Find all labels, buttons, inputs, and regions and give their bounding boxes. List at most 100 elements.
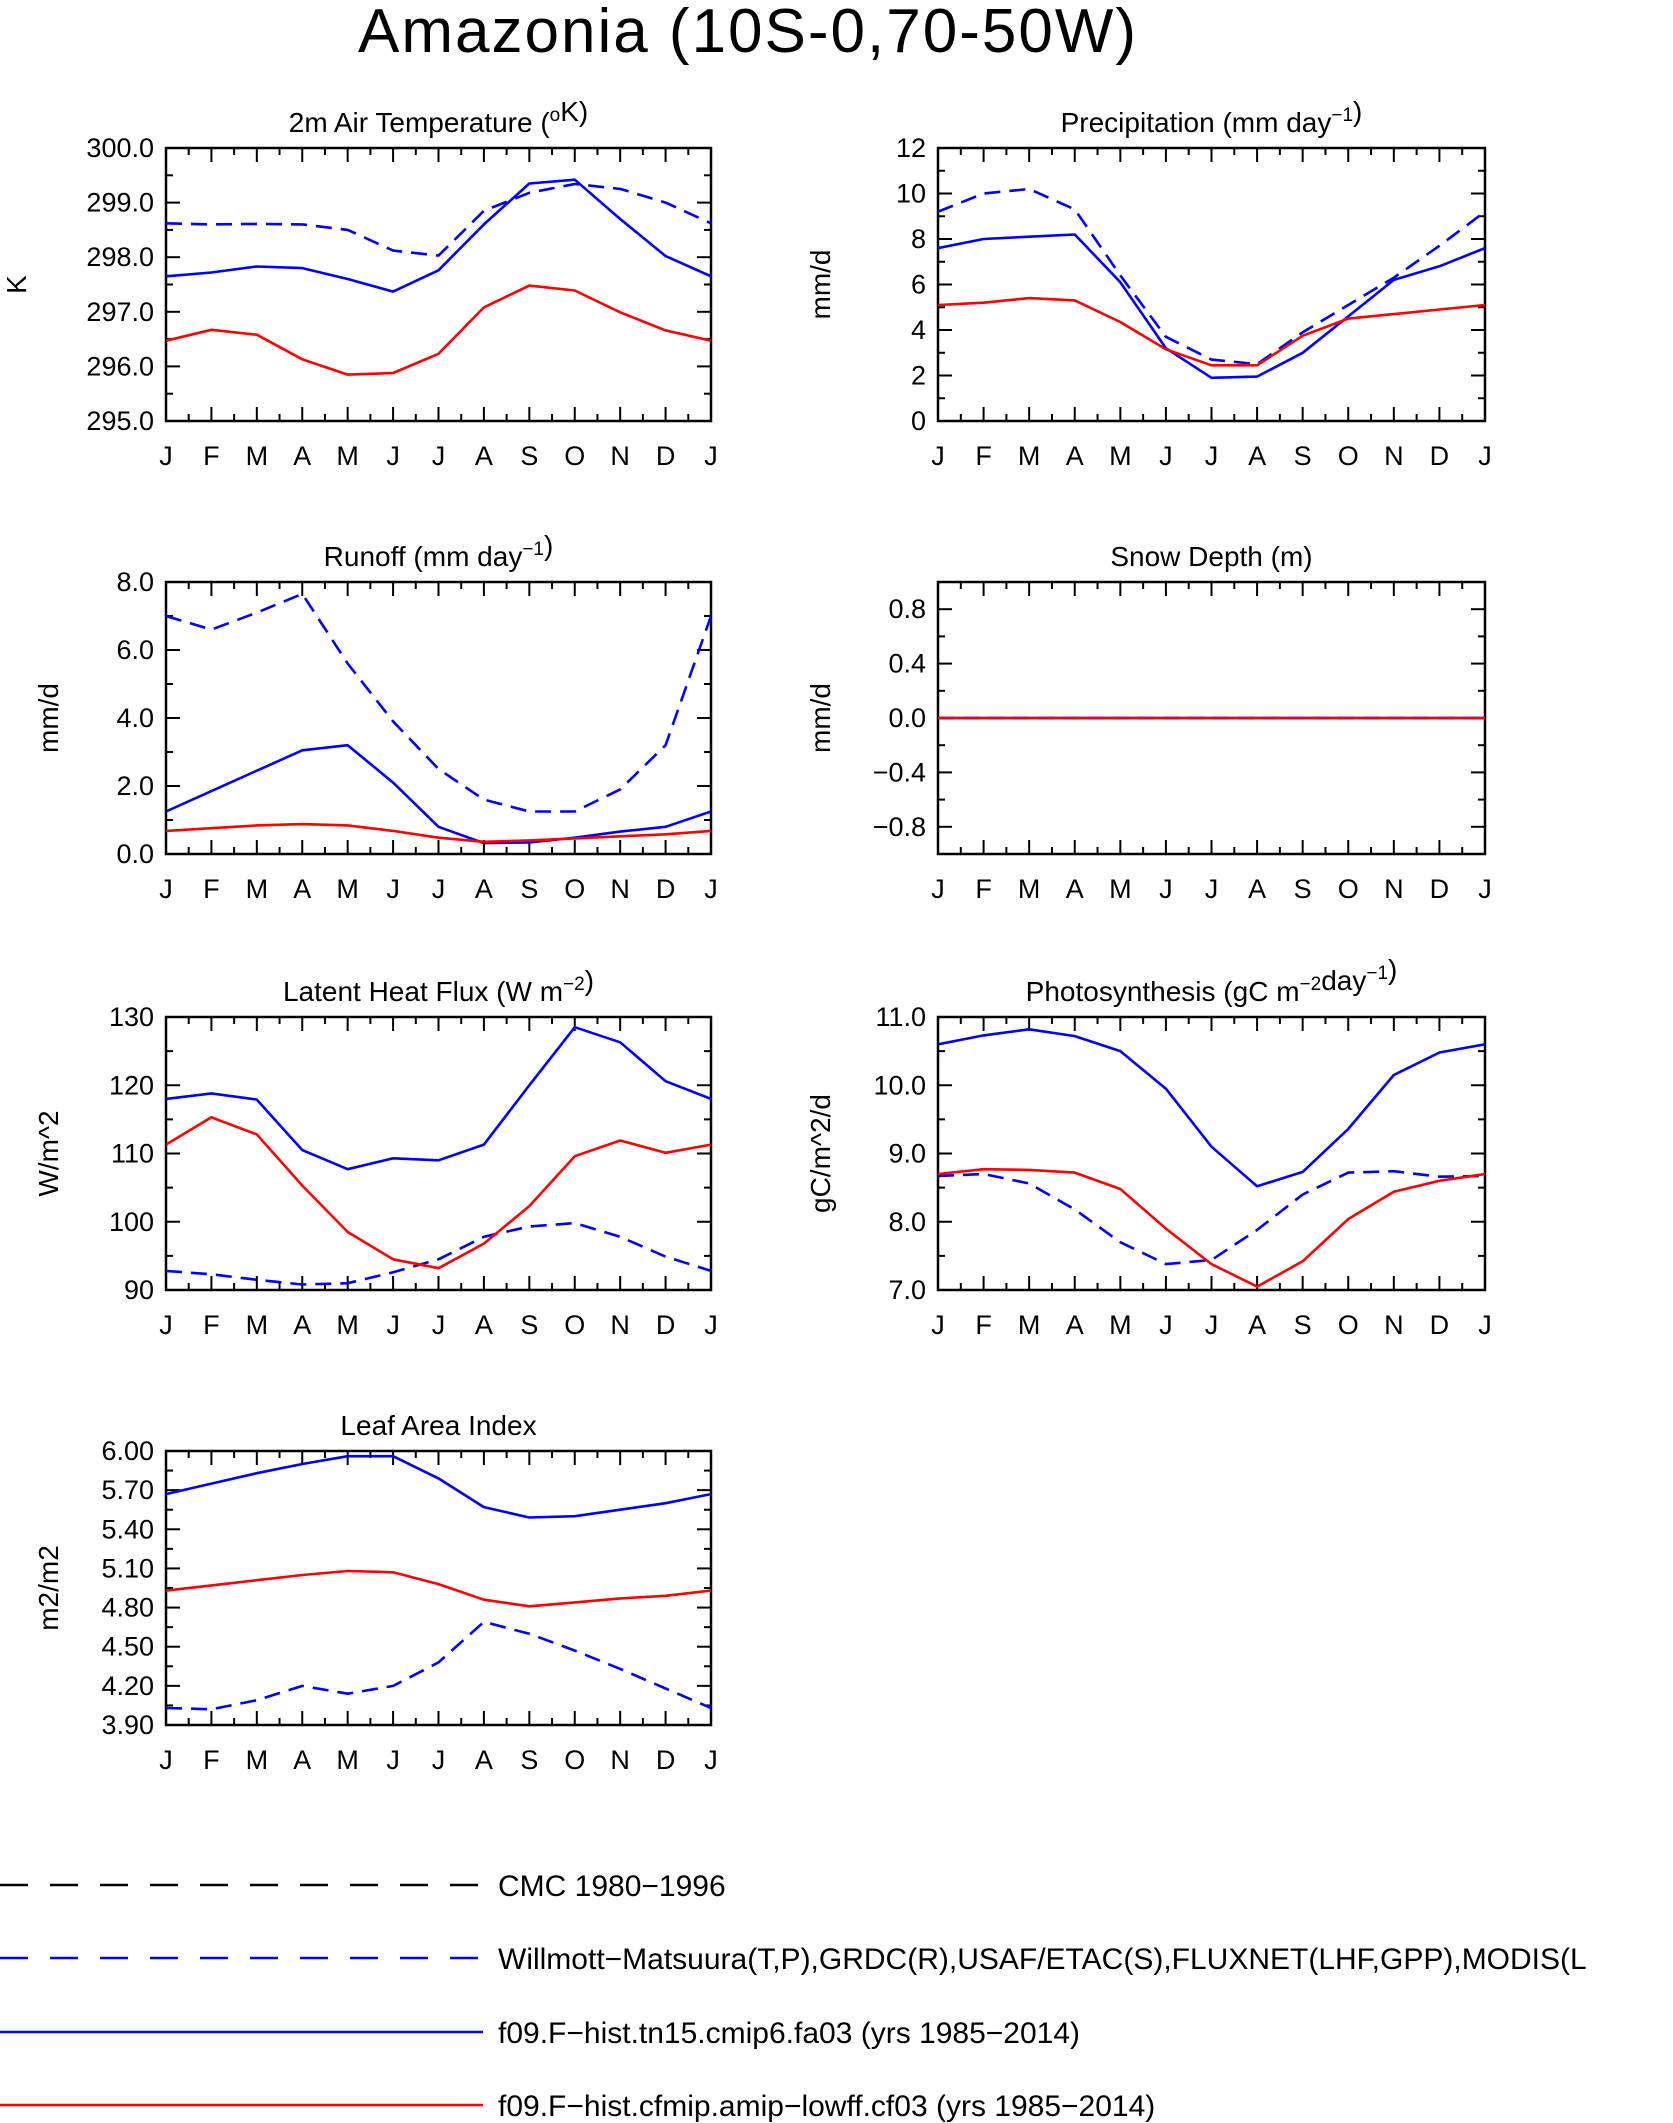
x-tick-label: A [475, 874, 493, 904]
x-tick-label: J [432, 874, 446, 904]
x-tick-label: A [293, 874, 311, 904]
x-tick-label: J [386, 441, 400, 471]
x-tick-label: O [1338, 441, 1359, 471]
x-tick-label: J [1478, 874, 1492, 904]
x-tick-label: J [931, 874, 945, 904]
y-tick-label: 10 [896, 179, 926, 209]
panel-title: Snow Depth (m) [1110, 541, 1312, 572]
y-tick-label: −0.4 [873, 757, 926, 787]
y-axis-label: gC/m^2/d [805, 1094, 836, 1213]
y-tick-label: 110 [111, 1139, 154, 1169]
x-tick-label: J [159, 1745, 173, 1775]
panels: J F M A M J J A S O N D J295.0296.0297.0298.0299.030… [1, 96, 1492, 1775]
y-tick-label: 4.0 [116, 703, 154, 733]
legend-label: f09.F−hist.tn15.cmip6.fa03 (yrs 1985−201… [498, 2017, 1080, 2050]
x-tick-label: M [1109, 441, 1132, 471]
series-line-obs [938, 1169, 1485, 1266]
y-tick-label: 6.00 [101, 1436, 154, 1466]
x-tick-label: M [246, 1310, 269, 1340]
x-tick-label: S [520, 1745, 538, 1775]
y-axis-label: K [1, 275, 32, 294]
y-tick-label: 0.8 [888, 594, 926, 624]
panel-title: Photosynthesis (gC m−2day−1) [1026, 954, 1398, 1007]
x-tick-label: J [386, 1310, 400, 1340]
x-tick-label: J [1478, 1310, 1492, 1340]
y-tick-label: 0 [911, 406, 926, 436]
plot-frame [164, 580, 713, 856]
y-tick-label: 296.0 [86, 351, 154, 381]
x-tick-label: J [931, 441, 945, 471]
y-tick-label: 298.0 [86, 242, 154, 272]
y-tick-label: 297.0 [86, 297, 154, 327]
legend-label: Willmott−Matsuura(T,P),GRDC(R),USAF/ETAC… [498, 1943, 1587, 1976]
x-tick-label: A [475, 1745, 493, 1775]
y-tick-label: 9.0 [888, 1139, 926, 1169]
series-line-obs [166, 1221, 711, 1286]
series-line-blue [166, 1454, 711, 1519]
y-tick-label: −0.8 [873, 812, 926, 842]
x-tick-label: J [1205, 1310, 1219, 1340]
x-tick-label: J [1159, 441, 1173, 471]
y-axis-label: mm/d [33, 683, 64, 753]
y-tick-label: 8 [911, 224, 926, 254]
x-tick-label: F [203, 1310, 220, 1340]
x-tick-label: A [1248, 874, 1266, 904]
x-tick-label: O [1338, 874, 1359, 904]
y-tick-label: 130 [109, 1002, 154, 1032]
series-line-blue [166, 743, 711, 845]
series-line-blue [938, 233, 1485, 380]
series-line-red [938, 296, 1485, 367]
x-tick-label: A [1066, 441, 1084, 471]
series-line-red [166, 1116, 711, 1270]
x-tick-label: D [656, 441, 676, 471]
legend-entry: CMC 1980−1996 [0, 1870, 726, 1903]
y-tick-label: 4 [911, 315, 926, 345]
x-tick-label: F [203, 1745, 220, 1775]
x-tick-label: J [1205, 441, 1219, 471]
x-tick-label: S [1294, 441, 1312, 471]
x-tick-label: O [564, 1745, 585, 1775]
x-tick-label: M [336, 441, 359, 471]
x-tick-label: N [610, 1310, 630, 1340]
y-tick-label: 11.0 [875, 1002, 926, 1032]
y-tick-label: 8.0 [116, 567, 154, 597]
series-line-red [166, 284, 711, 376]
y-tick-label: 6 [911, 270, 926, 300]
x-tick-label: S [1294, 1310, 1312, 1340]
series-line-blue [938, 1028, 1485, 1188]
x-tick-label: D [1430, 441, 1450, 471]
y-axis-label: W/m^2 [33, 1110, 64, 1196]
y-tick-label: 3.90 [101, 1710, 154, 1740]
plot-frame [164, 146, 713, 423]
x-tick-label: F [975, 441, 992, 471]
x-tick-label: A [293, 1310, 311, 1340]
y-tick-label: 8.0 [888, 1207, 926, 1237]
x-tick-label: A [1248, 1310, 1266, 1340]
x-tick-label: A [293, 441, 311, 471]
x-tick-label: O [564, 874, 585, 904]
x-tick-label: J [432, 1745, 446, 1775]
y-tick-label: 0.4 [888, 649, 926, 679]
y-tick-label: 295.0 [86, 406, 154, 436]
x-tick-label: M [1109, 874, 1132, 904]
x-tick-label: S [520, 874, 538, 904]
x-tick-label: N [1384, 441, 1404, 471]
x-tick-label: N [610, 441, 630, 471]
series-line-red [938, 1167, 1485, 1288]
y-tick-label: 4.50 [101, 1632, 154, 1662]
panel-title: Latent Heat Flux (W m−2) [283, 965, 594, 1007]
y-axis-label: mm/d [805, 250, 836, 320]
series-line-obs [166, 1620, 711, 1711]
panel-title: Runoff (mm day−1) [324, 530, 554, 572]
x-tick-label: M [1018, 441, 1041, 471]
x-tick-label: M [336, 1310, 359, 1340]
x-tick-label: A [1066, 874, 1084, 904]
y-tick-label: 120 [109, 1070, 154, 1100]
plot-frame [936, 1015, 1487, 1292]
x-tick-label: D [1430, 1310, 1450, 1340]
y-axis-label: mm/d [805, 683, 836, 753]
y-tick-label: 4.80 [101, 1593, 154, 1623]
series-line-blue [166, 1025, 711, 1171]
x-tick-label: M [1109, 1310, 1132, 1340]
